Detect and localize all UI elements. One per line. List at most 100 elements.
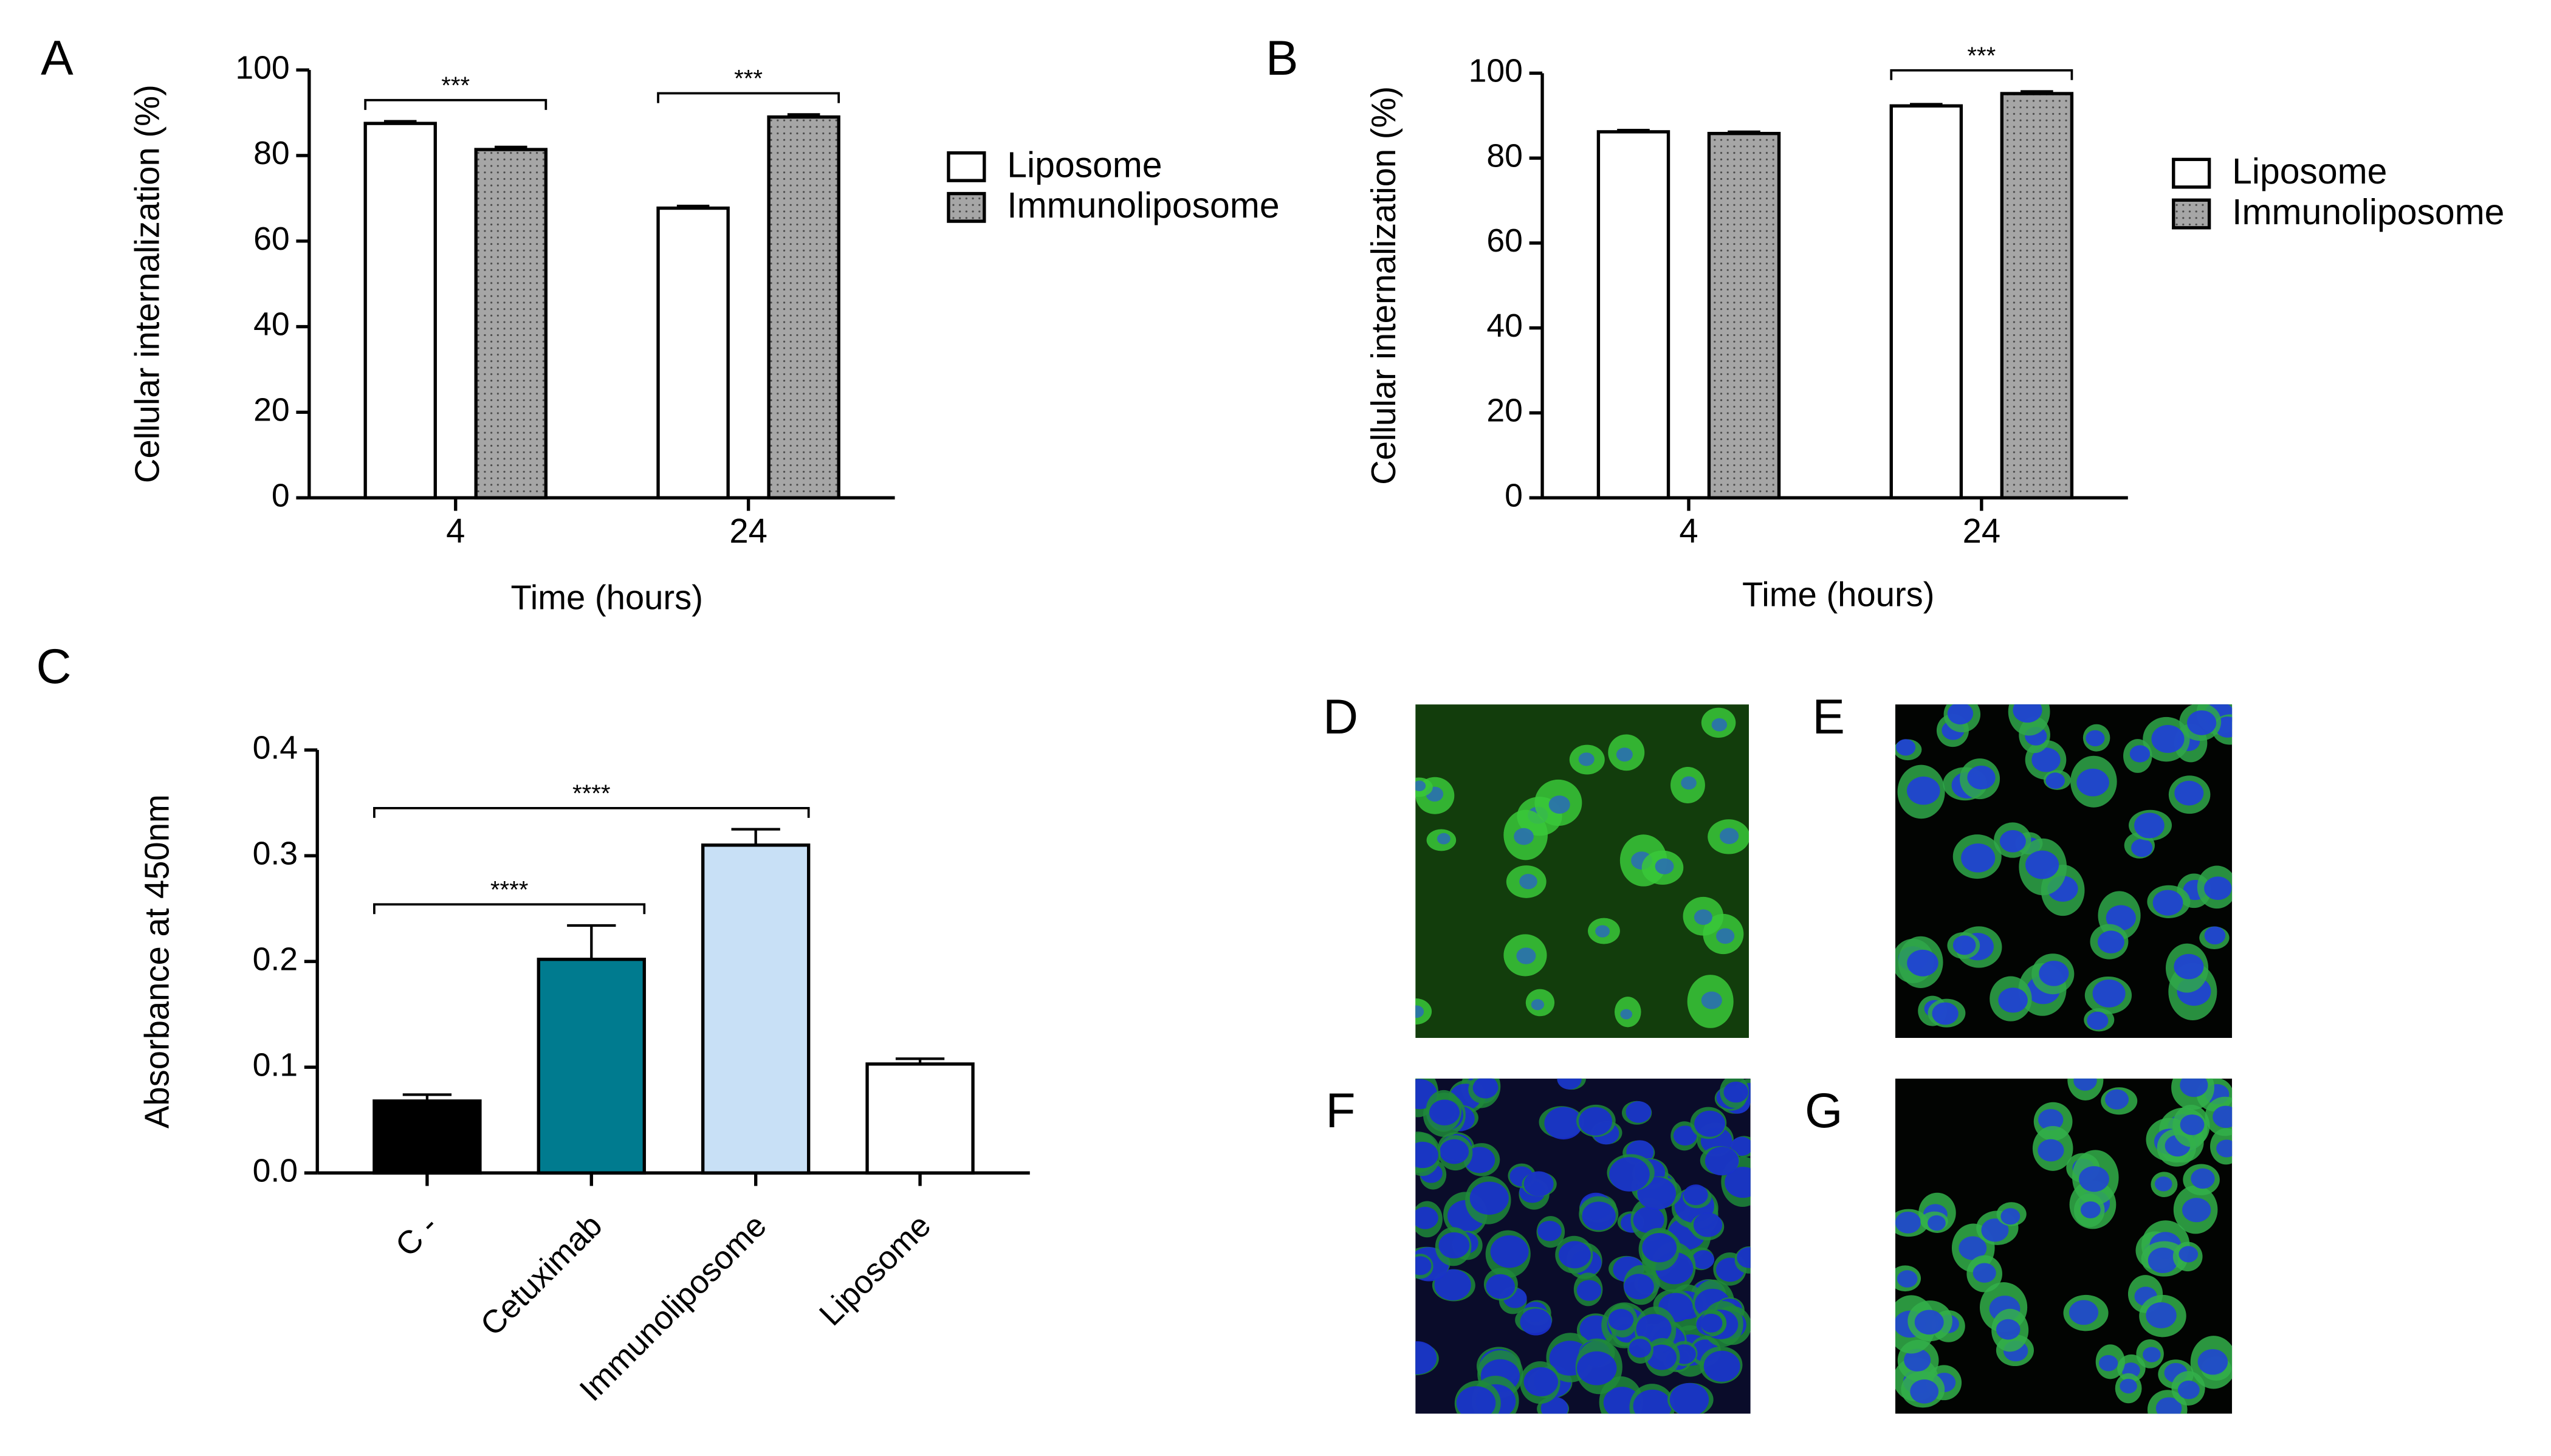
nucleus — [1700, 1313, 1723, 1333]
significance-bracket — [373, 903, 646, 915]
nucleus — [1633, 1389, 1672, 1414]
nucleus — [1415, 1341, 1437, 1375]
bar — [474, 148, 548, 500]
micrograph — [1895, 1078, 2233, 1414]
legend-label: Immunoliposome — [2232, 193, 2504, 232]
panel-label: F — [1326, 1083, 1356, 1138]
x-axis-label: Time (hours) — [510, 579, 702, 617]
nucleus — [1961, 843, 1996, 873]
nucleus — [2180, 1114, 2205, 1135]
nucleus — [2105, 1089, 2129, 1110]
error-bar — [1617, 128, 1650, 132]
y-tick-label: 60 — [253, 221, 290, 257]
bar — [1707, 132, 1781, 500]
nucleus — [1595, 925, 1610, 938]
nucleus — [2197, 1349, 2228, 1375]
nucleus — [2031, 747, 2061, 772]
bar — [1889, 104, 1963, 500]
y-tick-label: 0 — [1505, 478, 1523, 513]
nucleus — [1616, 747, 1633, 762]
error-bar — [2021, 90, 2053, 94]
y-tick-label: 80 — [1486, 138, 1523, 174]
nucleus — [2134, 812, 2165, 839]
nucleus — [2151, 725, 2185, 754]
nucleus — [1947, 704, 1974, 725]
nucleus — [1719, 828, 1739, 844]
nucleus — [1608, 1309, 1634, 1331]
nucleus — [1655, 858, 1674, 874]
y-tick-label: 100 — [235, 50, 289, 86]
x-tick-label: 4 — [446, 512, 465, 550]
nucleus — [2155, 1397, 2182, 1414]
bar — [767, 115, 840, 500]
error-bar — [567, 924, 616, 960]
nucleus — [1544, 1107, 1583, 1140]
nucleus — [2213, 1105, 2233, 1128]
nucleus — [1520, 1308, 1552, 1336]
bar — [537, 958, 646, 1175]
y-tick-label: 60 — [1486, 223, 1523, 259]
nucleus — [1537, 1220, 1562, 1241]
y-tick-label: 0.0 — [253, 1153, 298, 1189]
nucleus — [1693, 1212, 1723, 1237]
x-tick-label: Liposome — [812, 1207, 938, 1333]
nucleus — [1703, 1350, 1740, 1382]
y-tick-label: 0.3 — [253, 836, 298, 871]
nucleus — [1415, 780, 1426, 792]
nucleus — [1629, 1339, 1651, 1358]
significance-label: *** — [734, 65, 763, 92]
nucleus — [2076, 768, 2109, 797]
nucleus — [1932, 1002, 1959, 1025]
nucleus — [2097, 930, 2124, 953]
nucleus — [2045, 772, 2065, 789]
nucleus — [1996, 1319, 2021, 1340]
error-bar — [895, 1057, 945, 1064]
nucleus — [1711, 718, 1728, 732]
x-tick-label: C - — [389, 1207, 445, 1263]
nucleus — [1456, 1386, 1496, 1414]
nucleus — [1429, 1099, 1460, 1125]
nucleus — [1972, 1263, 1996, 1283]
nucleus — [1633, 1206, 1664, 1234]
nucleus — [2174, 953, 2204, 980]
panel-label: A — [41, 31, 74, 86]
nucleus — [1636, 1314, 1672, 1344]
y-tick-label: 100 — [1469, 53, 1523, 89]
nucleus — [1730, 1136, 1751, 1156]
micrograph — [1895, 704, 2233, 1038]
panel-label: D — [1323, 690, 1358, 744]
bar — [701, 843, 811, 1175]
nucleus — [1557, 1078, 1582, 1090]
nucleus — [1582, 1201, 1616, 1231]
nucleus — [1514, 828, 1534, 845]
nucleus — [1490, 1235, 1529, 1268]
error-bar — [494, 145, 527, 150]
nucleus — [1516, 947, 1536, 964]
nucleus — [2120, 1378, 2137, 1394]
nucleus — [2000, 1208, 2021, 1225]
nucleus — [1576, 1280, 1602, 1301]
nucleus — [1523, 1171, 1554, 1197]
x-tick-label: 4 — [1679, 512, 1698, 550]
y-tick-label: 20 — [253, 393, 290, 428]
nucleus — [1415, 1141, 1438, 1169]
y-tick-label: 0.2 — [253, 941, 298, 977]
nucleus — [1906, 776, 1940, 805]
nucleus — [2039, 960, 2069, 986]
nucleus — [1609, 1157, 1650, 1192]
nucleus — [1415, 1005, 1424, 1018]
nucleus — [2092, 979, 2126, 1008]
nucleus — [2174, 780, 2204, 806]
bar — [656, 206, 730, 500]
significance-bracket — [657, 92, 840, 103]
nucleus — [1725, 1167, 1751, 1198]
panel-label: B — [1266, 31, 1299, 86]
nucleus — [1437, 833, 1451, 845]
significance-label: **** — [572, 780, 611, 807]
nucleus — [2038, 1139, 2064, 1162]
nucleus — [1681, 776, 1697, 790]
nucleus — [1578, 752, 1595, 766]
nucleus — [1646, 1344, 1677, 1370]
nucleus — [2177, 1380, 2200, 1399]
